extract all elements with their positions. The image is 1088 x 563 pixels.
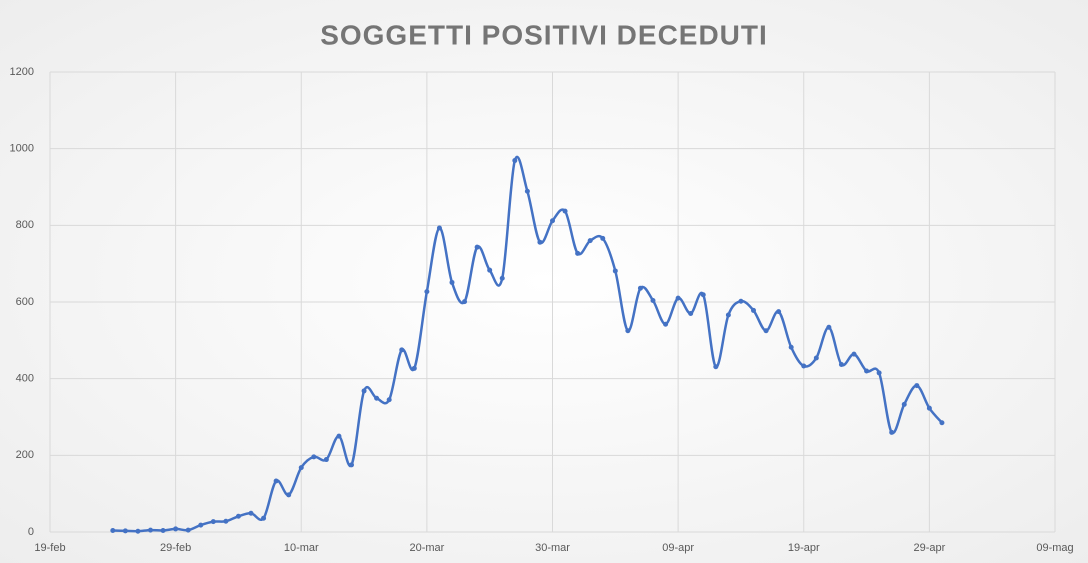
data-point (688, 311, 694, 316)
y-tick-label: 1000 (10, 143, 34, 155)
x-tick-label: 09-mag (1036, 542, 1073, 554)
x-tick-label: 29-feb (160, 542, 191, 554)
data-point (424, 289, 430, 295)
data-point (361, 388, 367, 394)
data-point (889, 429, 895, 435)
x-tick-label: 20-mar (409, 542, 444, 554)
data-point (374, 395, 380, 401)
data-point (939, 420, 945, 426)
data-point (650, 297, 656, 303)
data-point (575, 250, 581, 256)
data-point (725, 312, 731, 318)
x-tick-label: 19-feb (34, 542, 65, 554)
x-tick-label: 10-mar (284, 542, 319, 554)
data-point (449, 279, 455, 285)
data-point (663, 321, 669, 327)
data-point (876, 370, 882, 376)
data-point (587, 238, 593, 244)
data-point (512, 158, 518, 164)
y-tick-label: 200 (16, 449, 34, 461)
data-point (700, 292, 706, 298)
data-point (135, 528, 141, 534)
data-point (901, 401, 907, 407)
y-tick-label: 600 (16, 296, 34, 308)
data-point (675, 295, 681, 301)
data-point (210, 519, 216, 525)
data-point (524, 188, 530, 194)
data-point (499, 275, 505, 281)
data-point (386, 397, 392, 403)
data-point (926, 405, 932, 411)
y-tick-label: 400 (16, 373, 34, 385)
data-point (336, 433, 342, 439)
data-point (751, 307, 756, 313)
data-point (851, 351, 857, 357)
data-point (612, 268, 618, 274)
x-tick-label: 09-apr (662, 542, 694, 554)
data-point (788, 344, 794, 350)
data-point (801, 363, 807, 369)
data-point (298, 465, 304, 471)
data-point (763, 328, 769, 334)
data-point (813, 355, 819, 361)
data-point (160, 527, 166, 533)
data-point (198, 522, 204, 528)
x-tick-label: 29-apr (913, 542, 945, 554)
data-point (436, 225, 442, 231)
data-point (537, 239, 543, 245)
data-point (600, 235, 606, 241)
data-point (173, 526, 179, 532)
data-point (713, 364, 719, 370)
data-point (261, 515, 267, 521)
data-point (487, 267, 493, 273)
data-point (411, 365, 417, 371)
data-point (122, 528, 128, 534)
data-point (323, 457, 329, 463)
y-tick-label: 800 (16, 219, 34, 231)
y-tick-label: 0 (28, 526, 34, 538)
data-point (286, 492, 292, 498)
data-point (474, 244, 480, 250)
data-point (738, 298, 744, 304)
data-point (462, 299, 468, 305)
data-point (110, 527, 116, 533)
data-point (838, 361, 844, 367)
data-point (776, 309, 782, 315)
data-point (311, 454, 317, 460)
data-point (349, 462, 354, 468)
x-tick-label: 30-mar (535, 542, 570, 554)
data-point (148, 527, 153, 533)
data-point (864, 368, 870, 374)
y-tick-label: 1200 (10, 66, 34, 78)
data-point (273, 478, 279, 484)
data-point (550, 218, 555, 224)
chart-title: SOGGETTI POSITIVI DECEDUTI (320, 19, 768, 50)
data-point (826, 324, 832, 330)
data-point (399, 347, 405, 353)
data-point (235, 513, 241, 519)
data-point (562, 208, 568, 214)
data-point (625, 328, 631, 334)
data-point (185, 527, 191, 533)
data-point (914, 383, 920, 389)
data-point (223, 518, 229, 524)
x-tick-label: 19-apr (788, 542, 820, 554)
data-point (248, 510, 254, 516)
data-point (637, 285, 643, 291)
